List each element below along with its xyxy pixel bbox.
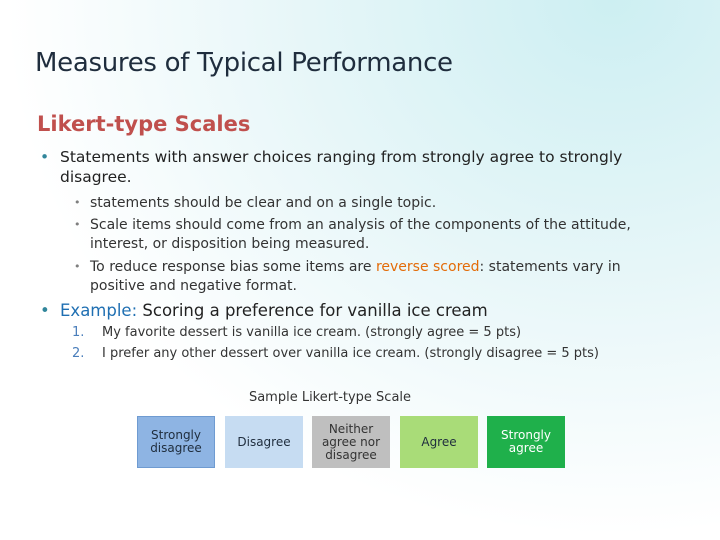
sub-bullet: Scale items should come from an analysis… (72, 216, 672, 253)
scale-box: Strongly agree (487, 416, 565, 468)
item-text: My favorite dessert is vanilla ice cream… (102, 325, 522, 340)
item-number: 2. (72, 346, 85, 361)
scale-box: Agree (400, 416, 478, 468)
highlight: reverse scored (375, 259, 480, 275)
sub-bullet-text: : statements vary in positive and negati… (90, 259, 621, 294)
example-label: Example: (60, 301, 138, 320)
bullet: Statements with answer choices ranging f… (38, 147, 658, 187)
sub-bullet: statements should be clear and on a sing… (72, 194, 672, 213)
bullet-text: Statements with answer choices ranging f… (60, 148, 623, 186)
scale-box: Neither agree nor disagree (312, 416, 390, 468)
bullet: Example: Scoring a preference for vanill… (38, 301, 658, 321)
item-number: 1. (72, 325, 85, 340)
scale-box: Strongly disagree (137, 416, 215, 468)
subtitle: Likert-type Scales (37, 112, 251, 136)
sub-bullet-text: statements should be clear and on a sing… (90, 195, 437, 211)
bullet-text: Scoring a preference for vanilla ice cre… (137, 301, 488, 320)
sub-bullet-text: Scale items should come from an analysis… (90, 217, 631, 252)
sub-bullet-text: To reduce response bias some items are (90, 259, 376, 275)
scale-box: Disagree (225, 416, 303, 468)
slide-title: Measures of Typical Performance (35, 48, 453, 78)
item-text: I prefer any other dessert over vanilla … (102, 346, 599, 361)
sub-bullet: To reduce response bias some items are r… (72, 258, 672, 295)
scale-caption: Sample Likert-type Scale (248, 390, 412, 405)
